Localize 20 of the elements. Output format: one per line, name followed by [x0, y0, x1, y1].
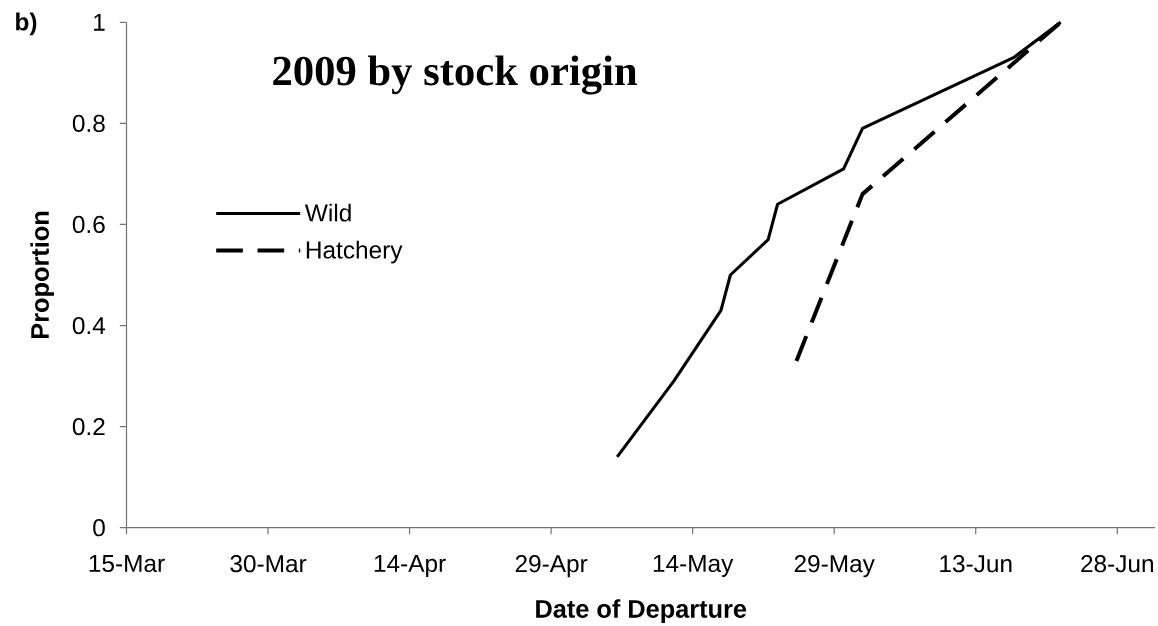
- y-tick-label: 0.2: [72, 417, 105, 436]
- x-axis-title: Date of Departure: [536, 599, 747, 623]
- x-tick-label: 13-Jun: [940, 555, 1012, 573]
- legend-label: Hatchery: [306, 240, 403, 264]
- legend-label: Wild: [304, 203, 351, 222]
- y-tick-label: 0: [93, 519, 105, 537]
- y-tick-label: 0.8: [72, 114, 105, 133]
- text: 2009 by stock origin: [273, 55, 638, 95]
- x-tick-label: 14-May: [653, 555, 734, 577]
- y-axis-title: Proportion: [30, 211, 54, 339]
- y-tick-label: 1: [94, 13, 105, 31]
- x-tick-label: 29-Apr: [515, 555, 588, 578]
- x-tick-label: 14-Apr: [374, 555, 446, 577]
- x-tick-label: 30-Mar: [230, 555, 307, 573]
- y-tick-label: 0.6: [72, 215, 105, 234]
- text: b): [16, 12, 37, 36]
- x-tick-label: 15-Mar: [89, 555, 165, 573]
- x-tick-label: 29-May: [794, 555, 875, 578]
- x-tick-label: 28-Jun: [1081, 555, 1153, 573]
- y-tick-label: 0.4: [72, 316, 106, 335]
